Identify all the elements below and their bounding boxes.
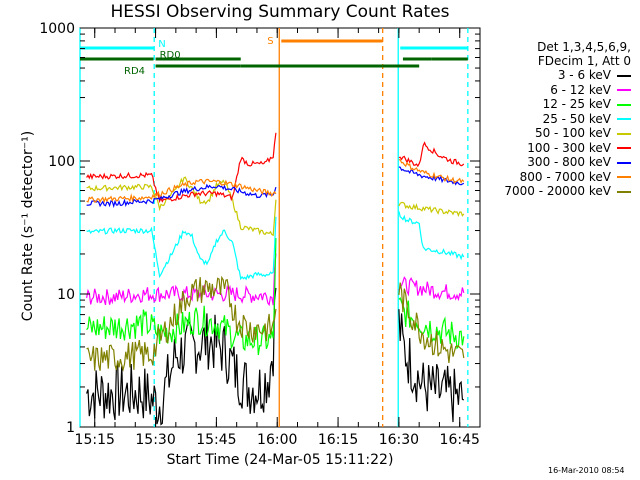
x-tick-label-2: 15:45 (196, 432, 236, 448)
series-group (86, 132, 465, 426)
flag-label-s: S (267, 36, 273, 47)
y-tick-label-1: 10 (57, 287, 75, 303)
legend-swatch (617, 74, 631, 77)
legend-swatch (617, 161, 631, 164)
series-line-50-100-kev (86, 176, 465, 237)
legend-entry: 50 - 100 keV (486, 126, 631, 141)
legend-swatch (617, 103, 631, 106)
legend-entry: 3 - 6 keV (486, 68, 631, 83)
legend-swatch (617, 190, 631, 193)
legend-entry-label: 300 - 800 keV (527, 155, 611, 169)
legend-entry-label: 3 - 6 keV (557, 68, 611, 82)
legend-header-line-1: Det 1,3,4,5,6,9, (537, 40, 631, 54)
legend-entry-label: 25 - 50 keV (542, 111, 611, 126)
series-line-300-800-kev (86, 166, 465, 209)
series-line-800-7000-kev (86, 159, 465, 204)
legend-swatch (617, 176, 631, 178)
x-axis-label: Start Time (24-Mar-05 15:11:22) (166, 452, 394, 468)
legend-entry-label: 7000 - 20000 keV (504, 184, 611, 198)
x-tick-label-4: 16:15 (318, 432, 358, 448)
legend-entry: 800 - 7000 keV (486, 170, 631, 185)
time-markers (79, 28, 469, 427)
legend-swatch (617, 118, 631, 120)
legend-entry: 12 - 25 keV (486, 97, 631, 112)
axis-ticks: 15:15 15:30 15:45 16:00 16:15 16:30 16:45 1 10 10… (39, 21, 481, 448)
x-tick-label-1: 15:30 (135, 432, 175, 448)
legend-entry: 300 - 800 keV (486, 155, 631, 170)
y-tick-label-3: 1000 (39, 21, 75, 37)
x-tick-label-6: 16:45 (440, 432, 480, 448)
x-tick-label-0: 15:15 (75, 432, 115, 448)
legend-entry-label: 50 - 100 keV (534, 126, 611, 140)
series-line-3-6-kev (86, 287, 465, 426)
plot-timestamp: 16-Mar-2010 08:54 (548, 466, 625, 475)
y-axis-label: Count Rate (s⁻¹ detector⁻¹) (20, 130, 36, 322)
series-line-25-50-kev (86, 211, 465, 281)
flag-label-rd0: RD0 (160, 50, 181, 61)
flag-label-n: N (158, 39, 165, 50)
series-line-6-12-kev (86, 253, 465, 307)
y-tick-label-0: 1 (66, 420, 75, 436)
x-tick-label-3: 16:00 (257, 432, 297, 448)
legend-entry: 7000 - 20000 keV (486, 184, 631, 199)
legend-swatch (617, 132, 631, 135)
legend-entry-label: 12 - 25 keV (542, 97, 611, 111)
series-line-100-300-kev (86, 132, 465, 204)
legend-swatch (617, 147, 631, 149)
chart-title: HESSI Observing Summary Count Rates (110, 2, 450, 22)
legend-entry-label: 6 - 12 keV (550, 82, 611, 97)
legend-entry: 100 - 300 keV (486, 141, 631, 156)
legend-entries: 3 - 6 keV 6 - 12 keV 12 - 25 keV 25 - 50 ke… (486, 68, 631, 199)
legend-entry: 25 - 50 keV (486, 112, 631, 127)
y-tick-label-2: 100 (48, 154, 75, 170)
x-tick-label-5: 16:30 (379, 432, 419, 448)
legend-entry-label: 100 - 300 keV (527, 140, 611, 155)
legend-entry: 6 - 12 keV (486, 83, 631, 98)
legend-header-line-2: FDecim 1, Att 0 (537, 54, 631, 68)
legend-entry-label: 800 - 7000 keV (519, 169, 611, 184)
legend-swatch (617, 89, 631, 91)
flag-label-rd4: RD4 (124, 66, 145, 77)
legend: Det 1,3,4,5,6,9, FDecim 1, Att 0 3 - 6 k… (486, 40, 631, 199)
series-line-7000-20000-kev (86, 275, 465, 372)
